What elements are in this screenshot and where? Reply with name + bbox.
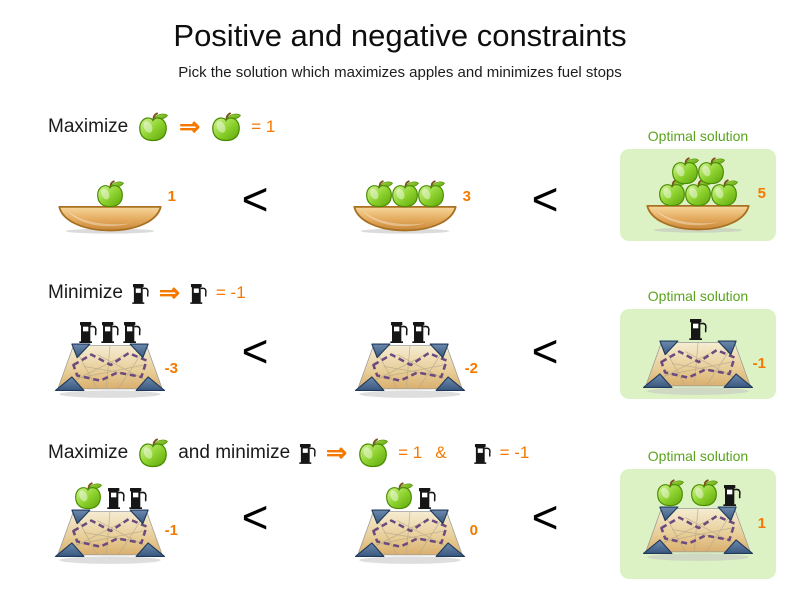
less-than-symbol: < [241,491,269,543]
score-label: -3 [164,360,178,377]
optimal-solution-label: Optimal solution [647,128,749,144]
route-map-icon [54,505,166,566]
optimal-solution-box: -1 [620,309,776,399]
equation-value: = 1 [251,117,276,136]
equation-value: = -1 [499,443,530,462]
reward-icons [620,479,776,507]
page-subtitle: Pick the solution which maximizes apples… [178,64,622,81]
implies-arrow-icon: ⇒ [158,278,180,307]
fuel-pump-icon [79,320,97,344]
solution-map-2-fuel: -2 [340,320,480,400]
equation-value: = -1 [215,283,246,302]
optimal-solution-box: 1 [620,469,776,579]
fuel-pump-icon [107,486,125,510]
bowl-icon [345,204,465,234]
route-map-icon [354,339,466,400]
optimal-solution-box: 5 [620,149,776,241]
row-minimize-header: Minimize ⇒ = -1 [48,276,246,310]
apple-icon [210,112,242,142]
score-label: 1 [757,515,766,532]
fuel-pump-icon [689,317,707,341]
apple-icon [416,180,446,208]
apple-icons [40,178,180,208]
optimal-solution-panel: Optimal solution 5 [620,128,776,241]
row-label: Maximize [48,116,129,137]
apple-icons [73,482,103,510]
less-than-symbol: < [241,173,269,225]
score-label: -1 [752,355,766,372]
fuel-pump-icon [299,442,316,465]
bowl-icon [50,204,170,234]
less-than-symbol: < [531,173,559,225]
implies-arrow-icon: ⇒ [179,112,201,141]
score-label: 3 [462,188,471,205]
fuel-pump-icon [418,486,436,510]
ampersand: & [435,443,447,462]
solution-bowl-1-apple: 1 [40,178,180,234]
row-maximize-header: Maximize ⇒ = 1 [48,110,275,144]
solution-bowl-5-apples: 5 [620,149,776,233]
apple-icon [95,180,125,208]
reward-icons [40,482,180,510]
apple-icon [357,438,389,468]
apple-icons [620,157,776,207]
bowl-icon [638,203,758,233]
page-title: Positive and negative constraints [173,18,627,53]
solution-bowl-3-apples: 3 [335,178,475,234]
fuel-pump-icon [190,282,207,305]
score-label: 5 [757,185,766,202]
fuel-pump-icon [101,320,119,344]
route-map-icon [54,339,166,400]
solution-map-1-apple-2-fuel: -1 [40,482,180,566]
fuel-pump-icons [418,486,436,510]
apple-icon [384,482,414,510]
apple-icon [696,157,726,185]
less-than-symbol: < [531,491,559,543]
less-than-symbol: < [531,325,559,377]
score-label: -2 [464,360,478,377]
route-map-icon [642,502,754,563]
row-label: Minimize [48,282,123,303]
fuel-pump-icons [40,320,180,344]
less-than-symbol: < [241,325,269,377]
fuel-pump-icon [129,486,147,510]
optimal-solution-label: Optimal solution [647,288,749,304]
row-label: and minimize [178,442,291,463]
score-label: 1 [167,188,176,205]
apple-icon [73,482,103,510]
apple-icon [655,479,685,507]
optimal-solution-panel: Optimal solution 1 [620,448,776,579]
equation-value: = 1 [398,443,423,462]
solution-map-1-apple-1-fuel: 0 [340,482,480,566]
solution-map-1-fuel: -1 [620,309,776,397]
fuel-pump-icon [390,320,408,344]
optimal-solution-label: Optimal solution [647,448,749,464]
fuel-pump-icons [107,486,147,510]
apple-icon [689,479,719,507]
apple-icon [137,112,169,142]
optimal-solution-panel: Optimal solution -1 [620,288,776,399]
score-label: -1 [164,522,178,539]
score-label: 0 [469,522,478,539]
row-label: Maximize [48,442,129,463]
fuel-pump-icon [474,442,491,465]
reward-icons [340,482,480,510]
fuel-pump-icon [132,282,149,305]
fuel-pump-icon [123,320,141,344]
fuel-pump-icon [723,483,741,507]
implies-arrow-icon: ⇒ [326,438,348,467]
apple-icons [335,178,475,208]
route-map-icon [354,505,466,566]
fuel-pump-icon [412,320,430,344]
apple-icon [137,438,169,468]
apple-icons [655,479,719,507]
row-maximize-and-minimize-header: Maximize and minimize ⇒ = 1 & = -1 [48,436,529,470]
route-map-icon [642,336,754,397]
fuel-pump-icons [340,320,480,344]
solution-map-2-apples-1-fuel: 1 [620,469,776,563]
apple-icons [384,482,414,510]
solution-map-3-fuel: -3 [40,320,180,400]
fuel-pump-icons [723,483,741,507]
fuel-pump-icons [620,317,776,341]
